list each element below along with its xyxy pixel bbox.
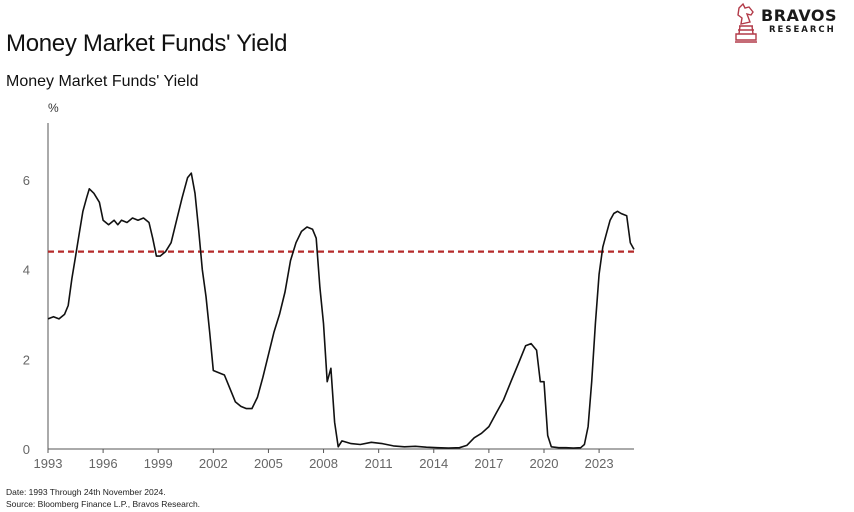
chart-title: Money Market Funds' Yield: [6, 73, 199, 90]
knight-chess-icon: [735, 2, 757, 43]
y-tick-label: 2: [23, 352, 30, 367]
y-tick-label: 0: [23, 442, 30, 457]
brand-logo: BRAVOS RESEARCH: [733, 2, 843, 46]
series-line: [47, 172, 635, 449]
x-tick-label: 1996: [89, 456, 118, 471]
footnote-source: Source: Bloomberg Finance L.P., Bravos R…: [6, 499, 201, 509]
x-tick-label: 2023: [585, 456, 614, 471]
y-axis-label: %: [48, 101, 59, 115]
x-tick-label: 2017: [474, 456, 503, 471]
footnote-date: Date: 1993 Through 24th November 2024.: [6, 487, 166, 497]
logo-subtext: RESEARCH: [769, 25, 836, 35]
line-chart: % 0 2 4 6 1993 1996 1999 2002 2005 2008 2011 2014 2…: [23, 101, 635, 471]
page-title: Money Market Funds' Yield: [6, 30, 288, 57]
x-tick-label: 2011: [365, 456, 393, 471]
y-tick-label: 4: [23, 263, 30, 278]
x-tick-label: 2002: [199, 456, 228, 471]
x-tick-label: 1999: [144, 456, 173, 471]
x-tick-label: 1993: [34, 456, 63, 471]
x-tick-label: 2020: [530, 456, 559, 471]
y-tick-label: 6: [23, 173, 30, 188]
logo-text: BRAVOS: [761, 6, 838, 25]
x-tick-label: 2005: [254, 456, 283, 471]
x-tick-label: 2008: [309, 456, 338, 471]
x-tick-label: 2014: [419, 456, 448, 471]
